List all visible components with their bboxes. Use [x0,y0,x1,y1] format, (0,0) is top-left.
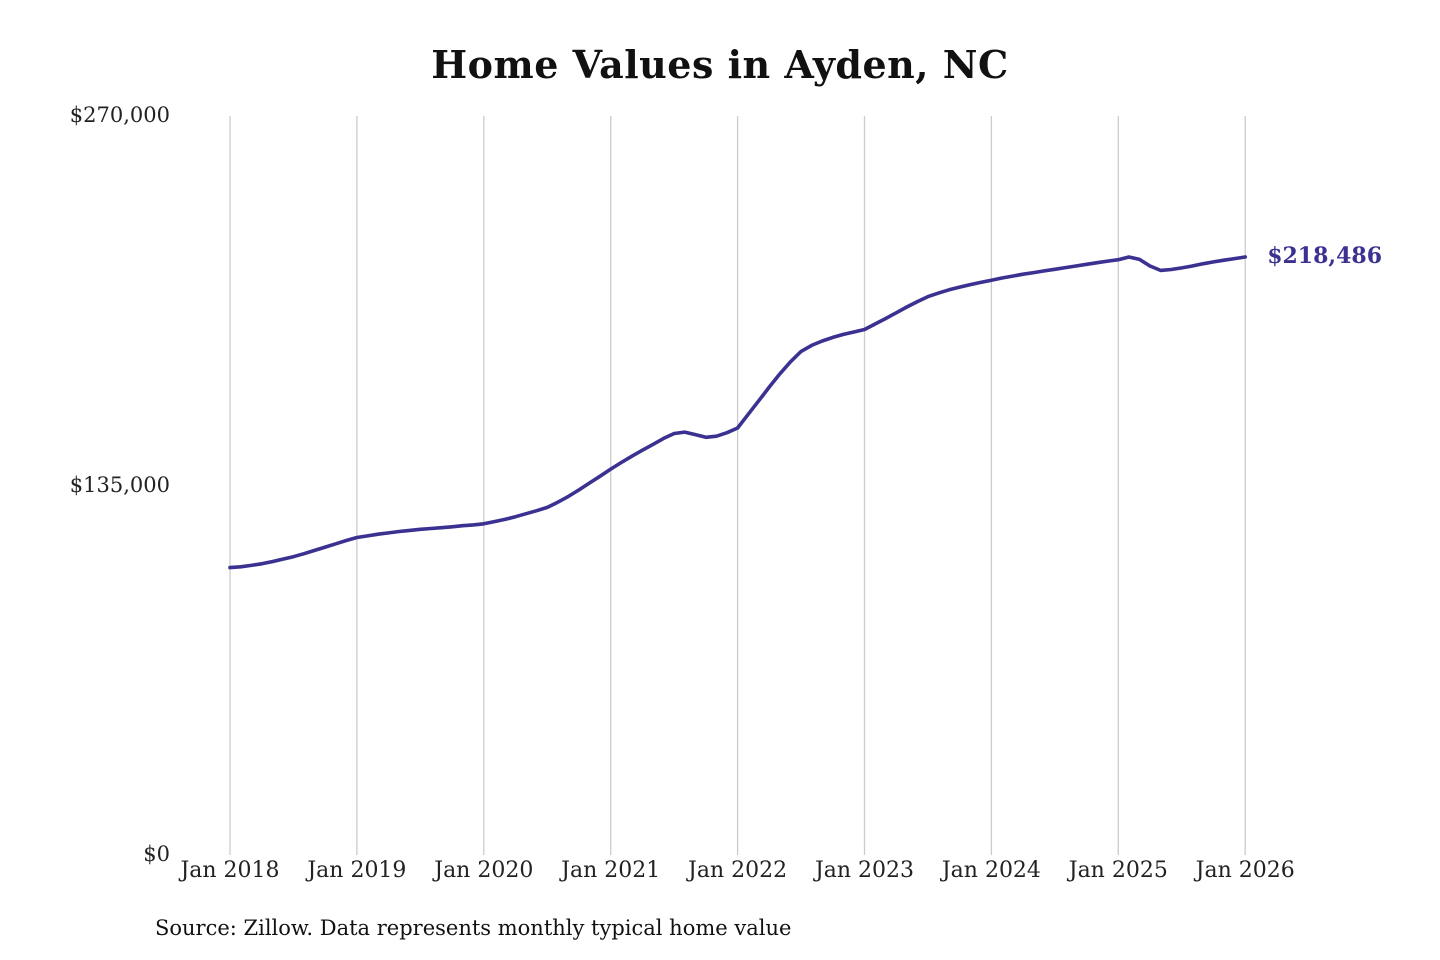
home-value-line [228,255,1247,570]
chart-title: Home Values in Ayden, NC [431,42,1009,87]
